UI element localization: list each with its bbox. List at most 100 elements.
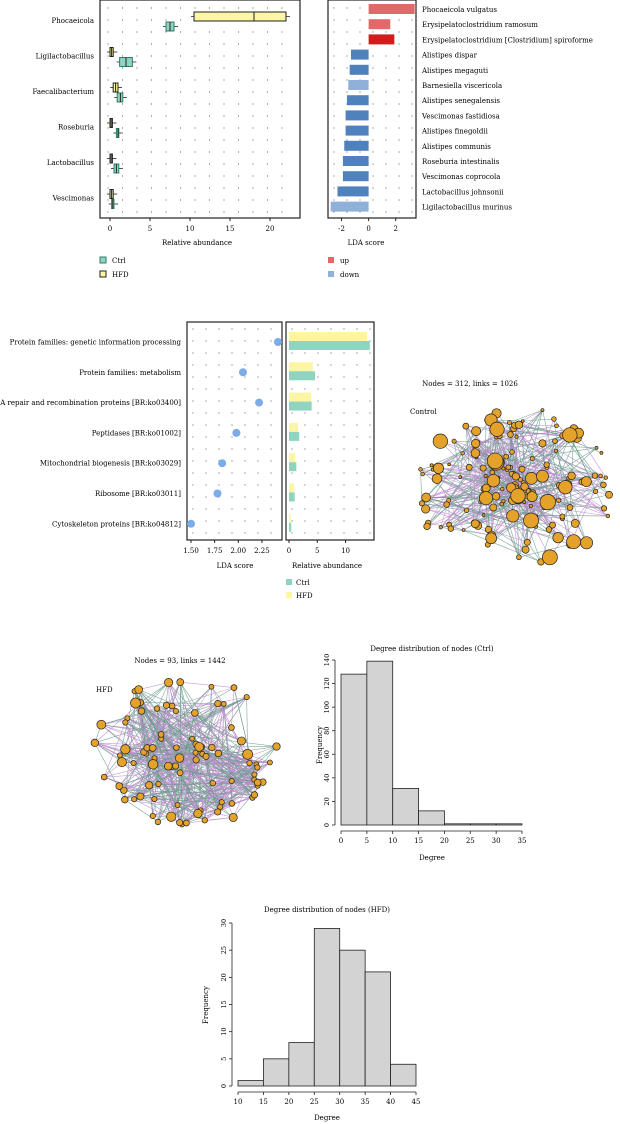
- grid-dot: [281, 79, 283, 81]
- network-edge: [211, 747, 221, 808]
- lda-bar: [345, 125, 369, 136]
- network-node: [172, 708, 179, 715]
- y-tick-label: 20: [323, 797, 331, 805]
- grid-dot: [281, 103, 283, 105]
- grid-dot: [270, 388, 272, 390]
- grid-dot: [330, 436, 332, 438]
- grid-dot: [192, 472, 194, 474]
- grid-dot: [107, 139, 109, 141]
- grid-dot: [281, 175, 283, 177]
- grid-dot: [369, 328, 371, 330]
- network-node: [594, 445, 599, 450]
- grid-dot: [194, 211, 196, 213]
- grid-dot: [150, 19, 153, 21]
- grid-dot: [150, 91, 153, 93]
- grid-dot: [343, 496, 345, 498]
- network-edge: [140, 796, 172, 817]
- grid-dot: [385, 175, 387, 177]
- abundance-box-frame: [99, 0, 301, 219]
- grid-dot: [192, 364, 194, 366]
- grid-dot: [179, 115, 182, 117]
- network-edge: [94, 742, 121, 756]
- network-edge: [490, 419, 570, 435]
- grid-dot: [369, 424, 371, 426]
- network-edge: [196, 759, 258, 768]
- x-tick-label: 2.25: [254, 547, 270, 555]
- lda-point: [274, 338, 282, 346]
- grid-dot: [330, 424, 332, 426]
- grid-dot: [281, 91, 283, 93]
- network-edge: [140, 682, 169, 703]
- grid-dot: [192, 496, 194, 498]
- grid-dot: [317, 388, 319, 390]
- grid-dot: [372, 139, 374, 141]
- abundance-box-panel: Phocaeicola Ligilactobacillus Faecalibacte…: [32, 0, 301, 279]
- grid-dot: [194, 175, 196, 177]
- legend-ctrl-swatch: [99, 256, 107, 264]
- network-node: [489, 503, 498, 512]
- y-tick-label: 0: [220, 1084, 228, 1088]
- network-node: [460, 451, 465, 456]
- grid-dot: [343, 376, 345, 378]
- network-edge: [135, 702, 154, 765]
- grid-dot: [343, 352, 345, 354]
- grid-dot: [317, 412, 319, 414]
- grid-dot: [270, 520, 272, 522]
- grid-dot: [356, 448, 358, 450]
- grid-dot: [208, 163, 211, 165]
- grid-dot: [179, 211, 182, 213]
- lda-point: [218, 459, 227, 468]
- grid-dot: [343, 460, 345, 462]
- network-edge: [140, 796, 205, 821]
- grid-dot: [411, 211, 413, 213]
- grid-dot: [107, 79, 109, 81]
- grid-dot: [107, 43, 109, 45]
- y-tick-label: 80: [323, 727, 331, 735]
- grid-dot: [136, 7, 138, 9]
- grid-dot: [107, 211, 109, 213]
- network-edge: [231, 727, 258, 768]
- grid-dot: [411, 79, 413, 81]
- grid-dot: [266, 7, 269, 9]
- grid-dot: [205, 328, 207, 330]
- grid-dot: [257, 520, 259, 522]
- lda-bar: [348, 80, 369, 90]
- network-node: [202, 752, 210, 760]
- grid-dot: [231, 532, 233, 534]
- grid-dot: [121, 91, 124, 93]
- network-node: [230, 684, 238, 691]
- histogram-bar: [392, 788, 419, 826]
- grid-dot: [136, 55, 138, 57]
- abundance-box-xticks: 0 5 10 15 20: [108, 218, 274, 233]
- grid-dot: [231, 400, 233, 402]
- grid-dot: [330, 508, 332, 510]
- grid-dot: [369, 352, 371, 354]
- grid-dot: [150, 175, 153, 177]
- abundance-box-xlabel: Relative abundance: [162, 239, 232, 247]
- bar-hfd: [289, 392, 312, 403]
- network-edge: [149, 782, 258, 786]
- network-node: [134, 685, 143, 694]
- grid-dot: [136, 187, 138, 189]
- histogram-hfd-title: Degree distribution of nodes (HFD): [264, 906, 390, 914]
- network-edge: [425, 468, 523, 499]
- grid-dot: [244, 412, 246, 414]
- network-node: [580, 536, 594, 550]
- lda-bar: [337, 186, 369, 197]
- bar-hfd: [289, 362, 313, 373]
- grid-dot: [218, 352, 220, 354]
- grid-dot: [208, 139, 211, 141]
- grid-dot: [330, 472, 332, 474]
- grid-dot: [369, 448, 371, 450]
- grid-dot: [343, 520, 345, 522]
- grid-dot: [223, 55, 225, 57]
- network-node: [507, 420, 512, 426]
- network-edge: [420, 469, 467, 511]
- grid-dot: [304, 508, 306, 510]
- grid-dot: [398, 115, 400, 117]
- grid-dot: [291, 328, 293, 330]
- network-edge: [119, 696, 247, 756]
- grid-dot: [208, 175, 211, 177]
- grid-dot: [205, 388, 207, 390]
- grid-dot: [218, 328, 220, 330]
